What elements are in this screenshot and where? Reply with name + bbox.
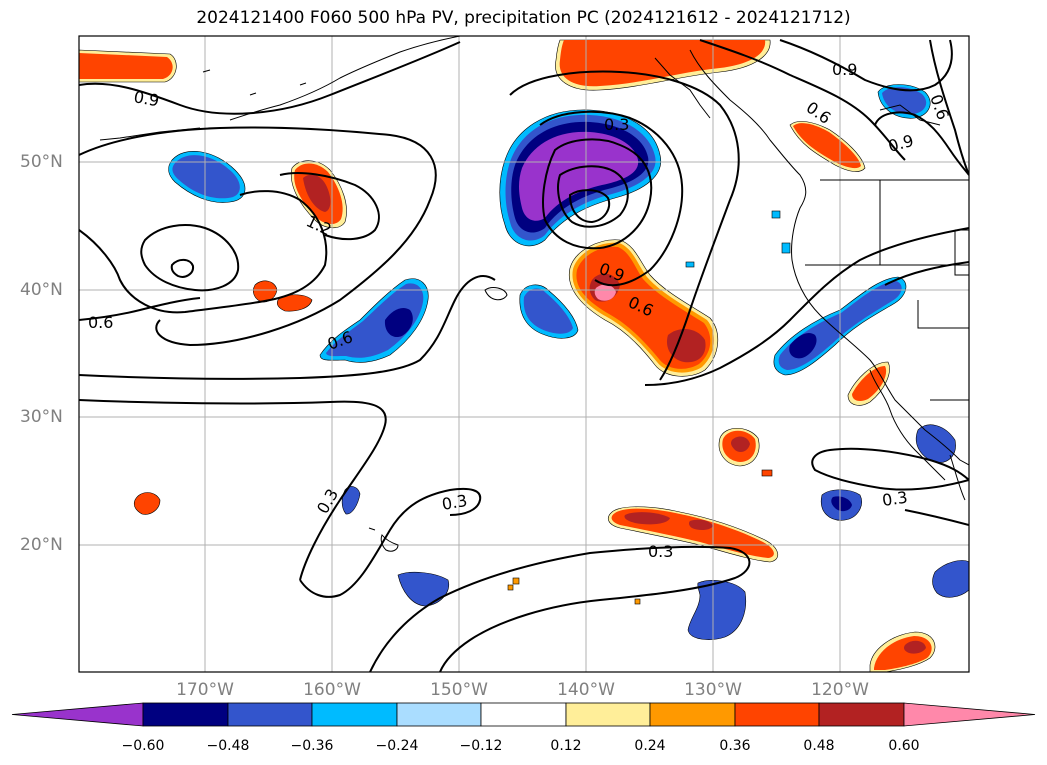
lon-label-160w: 160°W <box>303 680 361 700</box>
contour-label: 0.9 <box>832 60 857 79</box>
contour-label: 0.3 <box>604 115 629 134</box>
lat-label-40n: 40°N <box>20 280 63 300</box>
colorbar-tick-label: 0.48 <box>803 738 835 754</box>
colorbar-segment <box>734 702 820 727</box>
pos-blob-small-3 <box>133 492 161 515</box>
lon-label-150w: 150°W <box>430 680 488 700</box>
colorbar-extend-high <box>903 702 1036 727</box>
lat-label-20n: 20°N <box>20 535 63 555</box>
colorbar-tick-label: −0.60 <box>121 738 165 754</box>
colorbar-segment <box>311 702 398 727</box>
colorbar-tick-label: −0.48 <box>206 738 250 754</box>
positive-anomaly-regions <box>79 39 936 672</box>
neg-blob-small-3 <box>932 560 969 598</box>
colorbar-tick-label: 0.36 <box>719 738 751 754</box>
colorbar <box>11 702 1036 727</box>
lat-label-30n: 30°N <box>20 407 63 427</box>
map-title: 2024121400 F060 500 hPa PV, precipitatio… <box>196 8 851 28</box>
pos-blob-small-2 <box>276 294 313 312</box>
colorbar-segment <box>565 702 651 727</box>
colorbar-tick-label: 0.24 <box>634 738 666 754</box>
lon-label-170w: 170°W <box>176 680 234 700</box>
neg-blob-small-5 <box>687 580 746 640</box>
plot-frame <box>78 35 970 673</box>
contour-label: 0.9 <box>132 87 160 110</box>
colorbar-segment <box>396 702 482 727</box>
colorbar-segment <box>227 702 313 727</box>
lon-label-130w: 130°W <box>684 680 742 700</box>
colorbar-tick-label: −0.36 <box>290 738 334 754</box>
colorbar-segment <box>480 702 567 727</box>
colorbar-tick-label: −0.24 <box>375 738 419 754</box>
colorbar-segment <box>818 702 905 727</box>
contour-label: 0.3 <box>648 542 673 561</box>
contour-label: 0.3 <box>881 488 909 510</box>
lat-label-50n: 50°N <box>20 152 63 172</box>
colorbar-extend-low <box>11 702 144 727</box>
colorbar-tick-label: 0.60 <box>888 738 920 754</box>
gridlines <box>79 36 969 672</box>
colorbar-tick-label: 0.12 <box>550 738 582 754</box>
contour-label: 0.6 <box>88 313 113 332</box>
colorbar-segment <box>142 702 229 727</box>
colorbar-segment <box>649 702 736 727</box>
lon-label-120w: 120°W <box>811 680 869 700</box>
neg-blob-small-6 <box>341 486 361 515</box>
contour-label: 0.3 <box>440 491 468 514</box>
pv-contours <box>79 39 969 672</box>
lon-label-140w: 140°W <box>557 680 615 700</box>
colorbar-tick-label: −0.12 <box>459 738 503 754</box>
